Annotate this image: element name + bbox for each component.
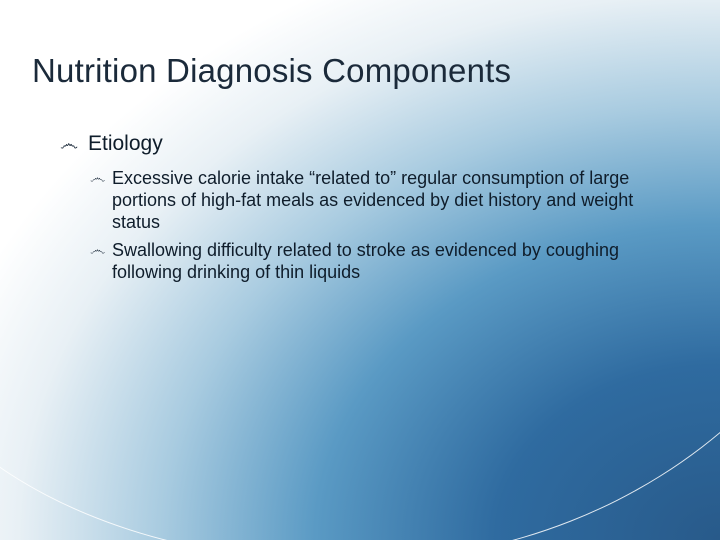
bullet-icon: ෴ (90, 169, 105, 189)
etiology-label: Etiology (88, 132, 163, 155)
bullet-icon: ෴ (90, 241, 105, 261)
slide: Nutrition Diagnosis Components ෴ Etiolog… (0, 0, 720, 540)
list-item: ෴ Excessive calorie intake “related to” … (90, 168, 650, 234)
etiology-item-1: Excessive calorie intake “related to” re… (112, 168, 633, 232)
slide-title: Nutrition Diagnosis Components (32, 52, 688, 90)
etiology-item-2: Swallowing difficulty related to stroke … (112, 240, 619, 282)
slide-content: ෴ Etiology ෴ Excessive calorie intake “r… (60, 132, 676, 290)
bullet-icon: ෴ (60, 134, 78, 156)
list-item-etiology: ෴ Etiology (60, 132, 676, 156)
list-item: ෴ Swallowing difficulty related to strok… (90, 240, 650, 284)
